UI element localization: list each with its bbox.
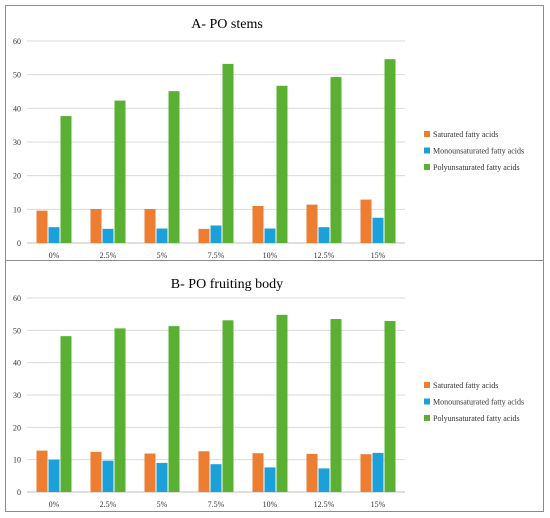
- y-tick-label: 40: [13, 104, 21, 113]
- bar-saturated: [198, 451, 210, 492]
- legend-label: Polyunsaturated fatty acids: [433, 163, 520, 172]
- bar-saturated: [306, 453, 318, 492]
- x-tick-label: 10%: [263, 251, 278, 260]
- bar-saturated: [144, 453, 156, 492]
- chart-b-po-fruiting-body: B- PO fruiting body 0 10 20 30 40 50 60 0% 2.5%…: [13, 277, 524, 509]
- y-tick-label: 60: [13, 294, 21, 303]
- bar-monounsaturated: [102, 460, 114, 492]
- bar-polyunsaturated: [276, 85, 288, 243]
- bar-saturated: [90, 208, 102, 243]
- legend-swatch: [424, 382, 430, 388]
- x-tick-label: 5%: [157, 500, 168, 509]
- y-tick-label: 60: [13, 37, 21, 46]
- legend-label: Monounsaturated fatty acids: [433, 398, 524, 407]
- x-tick-label: 7.5%: [208, 500, 225, 509]
- x-tick-label: 2.5%: [100, 251, 117, 260]
- bar-polyunsaturated: [330, 319, 342, 492]
- x-tick-label: 10%: [263, 500, 278, 509]
- y-tick-label: 30: [13, 138, 21, 147]
- x-tick-label: 12.5%: [314, 500, 335, 509]
- y-tick-label: 20: [13, 423, 21, 432]
- bar-polyunsaturated: [60, 336, 72, 492]
- bar-monounsaturated: [318, 227, 330, 243]
- y-tick-label: 50: [13, 326, 21, 335]
- bar-monounsaturated: [48, 227, 60, 243]
- bar-saturated: [252, 205, 264, 243]
- bar-monounsaturated: [210, 464, 222, 492]
- bar-saturated: [360, 199, 372, 243]
- legend-swatch: [424, 398, 430, 405]
- x-tick-label: 0%: [49, 251, 60, 260]
- y-tick-label: 0: [17, 239, 21, 248]
- y-tick-label: 40: [13, 359, 21, 368]
- legend-swatch: [424, 164, 430, 170]
- x-tick-label: 15%: [371, 500, 386, 509]
- bar-saturated: [360, 454, 372, 492]
- legend-swatch: [424, 415, 430, 421]
- bar-saturated: [36, 450, 48, 492]
- y-tick-label: 0: [17, 488, 21, 497]
- bar-monounsaturated: [156, 228, 168, 243]
- y-tick-label: 10: [13, 456, 21, 465]
- bar-polyunsaturated: [222, 63, 234, 243]
- x-tick-label: 5%: [157, 251, 168, 260]
- bar-saturated: [36, 210, 48, 243]
- y-tick-label: 10: [13, 205, 21, 214]
- bar-monounsaturated: [156, 462, 168, 492]
- x-tick-label: 12.5%: [314, 251, 335, 260]
- bar-saturated: [306, 204, 318, 243]
- bar-monounsaturated: [372, 217, 384, 243]
- x-tick-label: 2.5%: [100, 500, 117, 509]
- chart-title: A- PO stems: [191, 17, 263, 32]
- chart-title: B- PO fruiting body: [171, 277, 283, 292]
- bar-polyunsaturated: [114, 328, 126, 492]
- bar-saturated: [252, 453, 264, 492]
- y-tick-label: 30: [13, 391, 21, 400]
- bar-polyunsaturated: [114, 100, 126, 243]
- bar-monounsaturated: [210, 225, 222, 243]
- bar-polyunsaturated: [168, 91, 180, 243]
- bar-polyunsaturated: [384, 320, 396, 492]
- bar-polyunsaturated: [384, 59, 396, 244]
- bar-saturated: [144, 208, 156, 243]
- bar-monounsaturated: [102, 228, 114, 243]
- legend-label: Saturated fatty acids: [433, 130, 498, 139]
- bar-polyunsaturated: [168, 326, 180, 492]
- y-tick-label: 50: [13, 71, 21, 80]
- y-tick-label: 20: [13, 172, 21, 181]
- bar-monounsaturated: [264, 228, 276, 243]
- bar-polyunsaturated: [276, 314, 288, 492]
- bar-polyunsaturated: [222, 320, 234, 492]
- legend-swatch: [424, 131, 430, 137]
- figure-frame: [5, 5, 544, 512]
- bar-saturated: [90, 451, 102, 492]
- bar-monounsaturated: [318, 468, 330, 492]
- x-tick-label: 15%: [371, 251, 386, 260]
- bar-monounsaturated: [372, 452, 384, 492]
- legend-label: Monounsaturated fatty acids: [433, 147, 524, 156]
- bar-polyunsaturated: [60, 116, 72, 243]
- panel-divider: [5, 260, 544, 261]
- x-tick-label: 0%: [49, 500, 60, 509]
- bar-saturated: [198, 228, 210, 243]
- bar-monounsaturated: [264, 467, 276, 492]
- bar-polyunsaturated: [330, 77, 342, 243]
- legend-label: Polyunsaturated fatty acids: [433, 414, 520, 423]
- chart-a-po-stems: A- PO stems 0 10 20 30 40 50 60 0% 2.5% 5% 7.5% 10…: [13, 17, 524, 260]
- bar-monounsaturated: [48, 459, 60, 492]
- legend-label: Saturated fatty acids: [433, 381, 498, 390]
- x-tick-label: 7.5%: [208, 251, 225, 260]
- legend-swatch: [424, 147, 430, 154]
